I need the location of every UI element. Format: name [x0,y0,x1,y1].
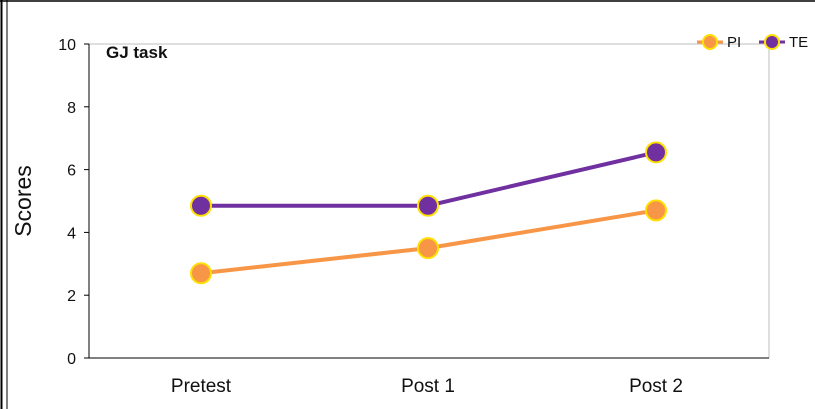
chart-title: GJ task [106,43,168,62]
y-tick-label: 10 [58,37,76,54]
x-tick-label: Pretest [171,376,232,397]
data-point-te [417,194,439,217]
x-tick-label: Post 1 [401,376,455,397]
legend-swatch-marker-pi [702,34,718,50]
data-point-te [645,141,667,164]
legend-label-pi: PI [727,34,741,51]
x-tick-label: Post 2 [629,376,683,397]
series-layer [190,141,667,285]
y-tick-label: 2 [67,288,76,305]
legend: PI TE [697,34,808,51]
data-point-pi [417,237,439,260]
y-axis-title: Scores [10,165,36,237]
data-point-pi [645,199,667,222]
y-tick-label: 4 [67,225,76,242]
legend-label-te: TE [789,34,808,51]
y-tick-label: 6 [67,163,76,180]
y-tick-label: 8 [67,100,76,117]
legend-swatch-marker-te [764,34,780,50]
data-point-te [190,194,212,217]
y-tick-label: 0 [67,351,76,368]
x-axis: Pretest Post 1 Post 2 [89,357,769,397]
data-point-pi [190,262,212,285]
y-axis: 0 2 4 6 8 10 [58,37,90,368]
